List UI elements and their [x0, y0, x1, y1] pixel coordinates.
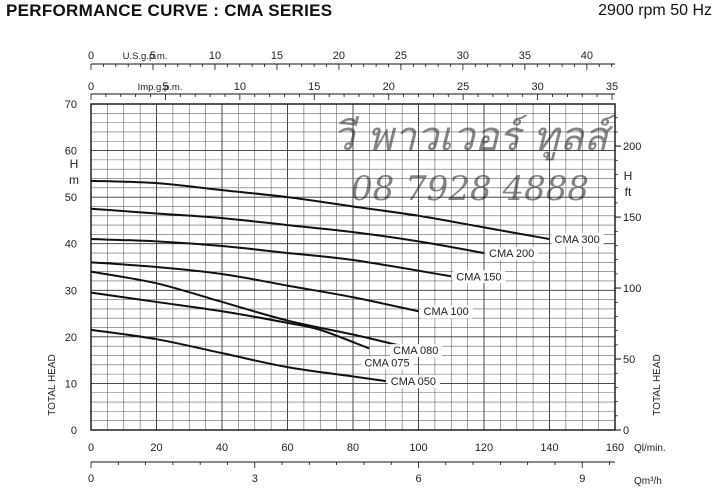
x-tick-label-usgpm: 40	[581, 50, 593, 62]
x-axis-label-m3h: Qm³/h	[634, 476, 662, 487]
y-tick-label-ft: 0	[623, 425, 629, 437]
series-label-cma-075: CMA 075	[364, 358, 409, 370]
y-tick-label-m: 30	[65, 285, 77, 297]
series-label-cma-200: CMA 200	[489, 248, 534, 260]
y-unit-ft-right: ft	[625, 185, 632, 199]
x-tick-label-lmin: 20	[150, 442, 162, 454]
x-tick-label-impgpm: 35	[606, 81, 618, 93]
watermark: วี พาวเวอร์ ทูลส์ 08 7928 4888	[332, 114, 616, 209]
plot-border	[90, 103, 616, 431]
x-tick-label-usgpm: 10	[209, 50, 221, 62]
y-axis-label-right: TOTAL HEAD	[652, 354, 663, 416]
x-tick-label-usgpm: 5	[150, 50, 156, 62]
series-line-cma-080	[90, 270, 403, 348]
x-tick-label-impgpm: 30	[531, 81, 543, 93]
x-tick-label-usgpm: 35	[519, 50, 531, 62]
y-tick-label-ft: 150	[623, 212, 641, 224]
y-tick-label-ft: 200	[623, 141, 641, 153]
series-label-cma-080: CMA 080	[393, 345, 438, 357]
x-tick-label-lmin: 80	[347, 442, 359, 454]
series-label-bg	[486, 247, 539, 261]
series-label-cma-050: CMA 050	[391, 376, 436, 388]
series-label-bg	[361, 356, 414, 370]
series-line-cma-150	[90, 238, 452, 278]
x-tick-label-usgpm: 0	[88, 50, 94, 62]
y-unit-m-left: m	[69, 173, 79, 187]
series-label-cma-100: CMA 100	[424, 306, 469, 318]
x-tick-label-m3h: 6	[415, 473, 421, 485]
series-line-cma-300	[90, 179, 550, 241]
x-tick-label-m3h: 9	[579, 473, 585, 485]
x-tick-label-lmin: 120	[475, 442, 493, 454]
x-tick-label-lmin: 100	[409, 442, 427, 454]
x-tick-label-impgpm: 5	[162, 81, 168, 93]
series-label-bg	[551, 233, 604, 247]
x-tick-label-usgpm: 30	[457, 50, 469, 62]
x-tick-label-m3h: 3	[252, 473, 258, 485]
watermark-line-1: วี พาวเวอร์ ทูลส์	[332, 114, 616, 161]
x-tick-label-usgpm: 15	[271, 50, 283, 62]
x-tick-label-usgpm: 20	[333, 50, 345, 62]
x-axis-label-impgpm: Imp.g.p.m.	[138, 82, 183, 93]
x-axis-label-lmin: Ql/min.	[634, 443, 666, 454]
y-axis-label-left: TOTAL HEAD	[47, 354, 58, 416]
y-tick-label-m: 50	[65, 192, 77, 204]
x-tick-label-impgpm: 25	[457, 81, 469, 93]
x-tick-label-impgpm: 20	[383, 81, 395, 93]
x-tick-label-impgpm: 10	[234, 81, 246, 93]
y-tick-label-ft: 50	[623, 354, 635, 366]
series-line-cma-200	[90, 207, 485, 255]
curves	[90, 179, 550, 383]
series-label-cma-150: CMA 150	[456, 271, 501, 283]
y-tick-label-ft: 100	[623, 283, 641, 295]
series-label-bg	[387, 375, 440, 389]
x-tick-label-lmin: 40	[216, 442, 228, 454]
series-label-bg	[390, 344, 443, 358]
x-tick-label-lmin: 160	[606, 442, 624, 454]
x-tick-label-m3h: 0	[88, 473, 94, 485]
x-tick-label-lmin: 0	[88, 442, 94, 454]
series-line-cma-100	[90, 261, 419, 313]
series-label-cma-300: CMA 300	[555, 234, 600, 246]
series-label-bg	[453, 270, 506, 284]
series-line-cma-050	[90, 328, 386, 383]
x-tick-label-lmin: 140	[540, 442, 558, 454]
y-unit-h-right: H	[624, 169, 633, 183]
x-tick-label-impgpm: 0	[88, 81, 94, 93]
y-tick-label-m: 40	[65, 239, 77, 251]
y-tick-label-m: 70	[65, 99, 77, 111]
x-axis-label-usgpm: U.S.g.p.m.	[123, 51, 168, 62]
speed-label: 2900 rpm 50 Hz	[598, 2, 712, 19]
y-tick-label-m: 10	[65, 378, 77, 390]
x-tick-label-impgpm: 15	[308, 81, 320, 93]
x-tick-label-usgpm: 25	[395, 50, 407, 62]
y-tick-label-m: 60	[65, 146, 77, 158]
y-tick-label-m: 0	[71, 425, 77, 437]
y-tick-label-m: 20	[65, 332, 77, 344]
chart-title: PERFORMANCE CURVE : CMA SERIES	[6, 1, 333, 20]
x-tick-label-lmin: 60	[281, 442, 293, 454]
series-label-bg	[420, 305, 473, 319]
series-line-cma-075	[90, 291, 370, 350]
watermark-line-2: 08 7928 4888	[351, 169, 589, 209]
y-unit-h-left: H	[70, 157, 79, 171]
